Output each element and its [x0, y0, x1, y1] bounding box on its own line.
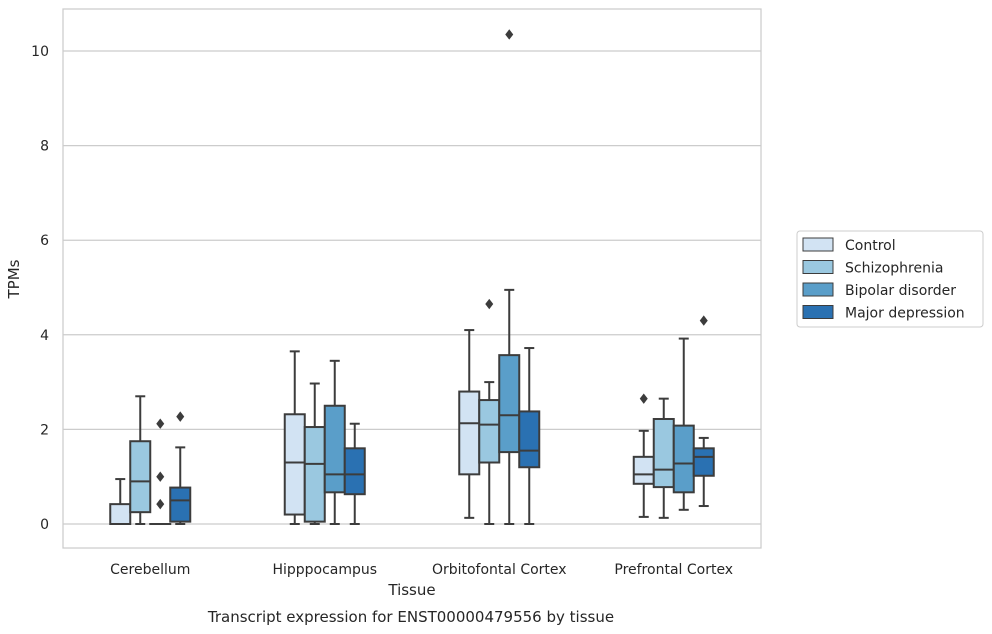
y-tick-label-10: 10	[31, 44, 49, 60]
box-2-2	[498, 29, 521, 525]
legend: Control Schizophrenia Bipolar disorder Majo…	[796, 230, 984, 328]
box-body	[498, 354, 521, 454]
outlier-point	[699, 315, 708, 326]
box-body	[518, 410, 541, 469]
outlier-point	[176, 411, 185, 422]
legend-item-1: Schizophrenia	[802, 260, 943, 277]
legend-swatch	[802, 305, 834, 319]
legend-label: Bipolar disorder	[845, 283, 956, 299]
legend-label: Major depression	[845, 306, 965, 322]
x-tick-label-1: Hipppocampus	[272, 562, 377, 578]
legend-label: Schizophrenia	[845, 261, 943, 277]
y-tick-label-8: 8	[40, 139, 49, 155]
box-3-2	[672, 337, 695, 511]
y-tick-labels: 0 2 4 6 8 10	[31, 44, 49, 533]
box-1-0	[283, 350, 306, 525]
legend-label: Control	[845, 238, 896, 254]
box-body	[283, 413, 306, 516]
box-0-1	[129, 395, 152, 525]
y-tick-label-2: 2	[40, 422, 49, 438]
box-1-2	[323, 359, 346, 525]
box-body	[632, 455, 655, 485]
box-body	[692, 447, 715, 477]
outlier-point	[156, 498, 165, 510]
box-0-2	[149, 418, 172, 526]
box-body	[169, 486, 192, 523]
outlier-point	[505, 29, 514, 40]
box-body	[672, 424, 695, 494]
outlier-point	[639, 393, 648, 404]
plot-area-frame	[62, 8, 762, 549]
box-body	[129, 440, 152, 514]
legend-item-2: Bipolar disorder	[802, 282, 956, 299]
box-body	[343, 447, 366, 496]
box-2-3	[518, 347, 541, 525]
y-axis-title: TPMs	[5, 259, 23, 299]
box-body	[652, 417, 675, 489]
x-tick-label-3: Prefrontal Cortex	[614, 562, 733, 578]
box-1-1	[303, 382, 326, 525]
box-series	[109, 29, 715, 526]
box-0-3	[169, 411, 192, 525]
box-body	[458, 390, 481, 476]
legend-items: Control Schizophrenia Bipolar disorder Majo…	[802, 237, 965, 322]
box-0-0	[109, 478, 132, 526]
x-tick-labels: Cerebellum Hipppocampus Orbitofontal Corte…	[110, 562, 733, 578]
box-body	[478, 399, 501, 464]
x-tick-label-2: Orbitofontal Cortex	[432, 562, 567, 578]
y-tick-label-6: 6	[40, 233, 49, 249]
box-body	[323, 404, 346, 494]
box-1-3	[343, 422, 366, 525]
chart-title: Transcript expression for ENST0000047955…	[207, 608, 614, 626]
box-3-0	[632, 393, 655, 518]
box-body	[303, 426, 326, 523]
legend-swatch	[802, 260, 834, 274]
outlier-point	[156, 418, 165, 429]
box-3-1	[652, 397, 675, 519]
y-tick-label-4: 4	[40, 328, 49, 344]
legend-frame	[796, 230, 984, 328]
y-tick-label-0: 0	[40, 517, 49, 533]
box-3-3	[692, 315, 715, 508]
x-tick-label-0: Cerebellum	[110, 562, 190, 578]
box-body	[109, 503, 132, 526]
outlier-point	[156, 471, 165, 482]
legend-swatch	[802, 282, 834, 297]
legend-item-0: Control	[802, 237, 896, 254]
legend-swatch	[802, 237, 834, 252]
legend-item-3: Major depression	[802, 305, 965, 322]
x-axis-title: Tissue	[387, 581, 435, 599]
outlier-point	[485, 298, 494, 310]
